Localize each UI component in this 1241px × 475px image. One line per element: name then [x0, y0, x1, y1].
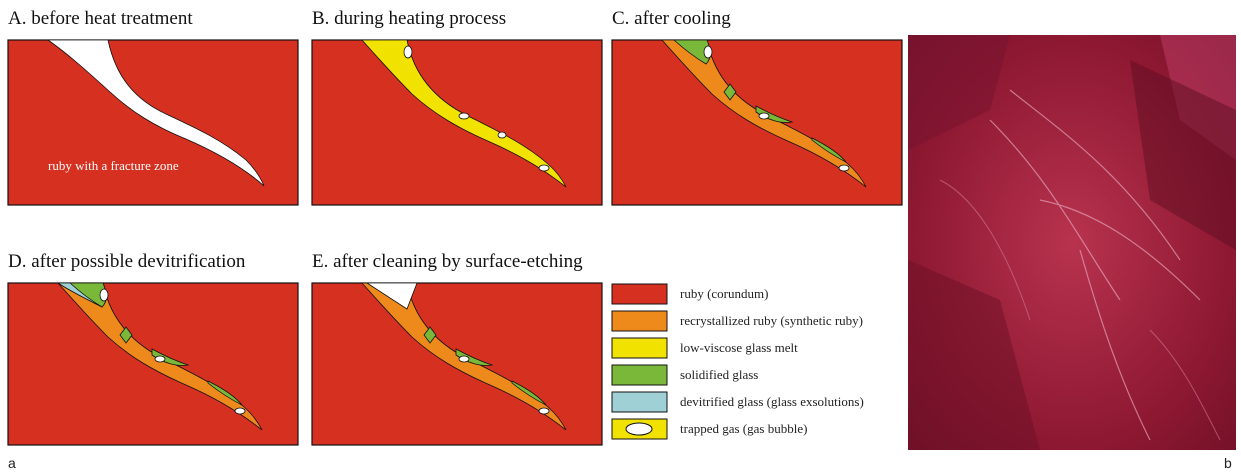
legend-swatch — [612, 311, 667, 331]
legend-label: ruby (corundum) — [680, 286, 768, 301]
legend-label: devitrified glass (glass exsolutions) — [680, 394, 864, 409]
legend-swatch — [612, 338, 667, 358]
legend-label: low-viscose glass melt — [680, 340, 798, 355]
panel-b: B. during heating process — [312, 8, 602, 205]
panel-title: C. after cooling — [612, 8, 731, 29]
legend-label: solidified glass — [680, 367, 758, 382]
panel-title: D. after possible devitrification — [8, 251, 246, 272]
legend-bubble — [626, 423, 652, 435]
legend-swatch — [612, 284, 667, 304]
figure-label: a — [8, 455, 16, 471]
legend-label: trapped gas (gas bubble) — [680, 421, 807, 436]
photo — [908, 35, 1236, 450]
panel-title: E. after cleaning by surface-etching — [312, 251, 583, 272]
panel-title: B. during heating process — [312, 8, 506, 29]
legend-swatch — [612, 365, 667, 385]
legend: ruby (corundum) recrystallized ruby (syn… — [612, 284, 864, 439]
panel-a: A. before heat treatment ruby with a fra… — [8, 8, 298, 205]
panel-c: C. after cooling — [612, 8, 902, 205]
panel-e: E. after cleaning by surface-etching — [312, 251, 602, 445]
figure-label: b — [1224, 455, 1232, 471]
annotation: ruby with a fracture zone — [48, 158, 179, 173]
panel-title: A. before heat treatment — [8, 8, 193, 29]
panel-d: D. after possible devitrification — [8, 251, 298, 445]
legend-label: recrystallized ruby (synthetic ruby) — [680, 313, 863, 328]
figure: A. before heat treatment ruby with a fra… — [0, 0, 1241, 475]
legend-swatch — [612, 392, 667, 412]
